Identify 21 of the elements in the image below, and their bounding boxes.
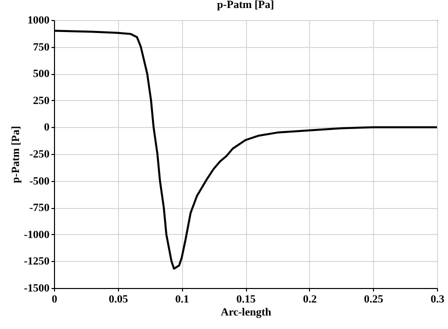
y-tick-label: -500 [29,175,50,188]
y-tick-label: 250 [33,94,50,107]
y-tick-label: 0 [44,122,50,134]
y-tick-label: 750 [33,41,50,54]
y-tick-label: 1000 [28,14,50,26]
y-tick-label: -250 [29,148,50,160]
x-tick-label: 0.15 [236,294,256,306]
y-tick-label: -1250 [24,256,50,268]
x-tick-label: 0 [52,294,58,306]
y-axis-title: p-Patm [Pa] [10,126,22,184]
x-tick-label: 0.1 [175,294,190,306]
x-axis-title: Arc-length [220,306,272,318]
chart-title: p-Patm [Pa] [216,0,274,11]
x-tick-label: 0.2 [302,294,318,306]
y-tick-label: -1000 [24,228,50,241]
y-tick-label: 500 [33,68,50,80]
y-tick-label: -750 [29,202,50,214]
x-tick-label: 0.3 [430,294,445,306]
y-tick-label: -1500 [24,282,50,294]
x-tick-label: 0.25 [364,294,384,306]
x-tick-label: 0.05 [108,294,128,306]
